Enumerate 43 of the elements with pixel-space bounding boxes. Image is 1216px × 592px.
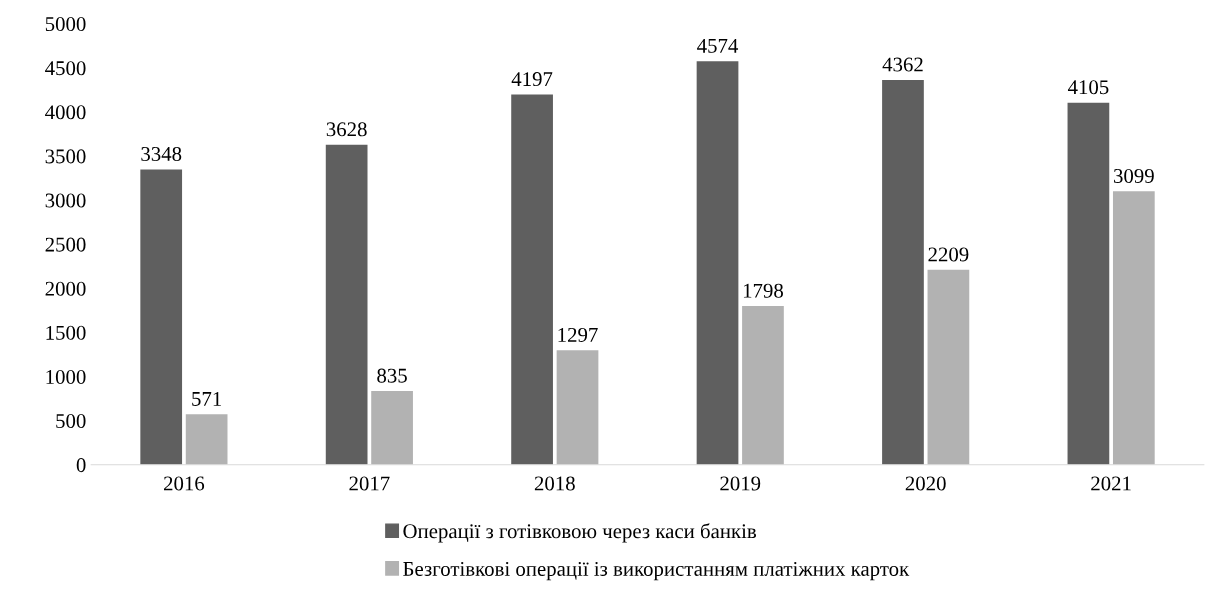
legend-label: Безготівкові операції із використанням платіжних карток bbox=[403, 561, 910, 581]
x-tick-label: 2021 bbox=[1091, 476, 1131, 491]
y-tick-label: 1000 bbox=[46, 369, 86, 384]
y-tick-label: 2500 bbox=[45, 237, 86, 252]
data-label: 1297 bbox=[558, 327, 598, 342]
legend-label: Операції з готівковою через каси банків bbox=[403, 523, 757, 543]
bar bbox=[927, 269, 970, 465]
data-label: 1798 bbox=[743, 283, 783, 298]
x-tick-label: 2020 bbox=[905, 476, 946, 491]
bar bbox=[696, 61, 739, 465]
y-tick-label: 500 bbox=[56, 413, 86, 429]
x-tick-label: 2016 bbox=[164, 476, 205, 491]
y-tick-label: 5000 bbox=[45, 17, 86, 32]
y-tick-label: 0 bbox=[76, 458, 86, 473]
y-tick-label: 3500 bbox=[45, 149, 86, 164]
y-tick-label: 4000 bbox=[45, 105, 86, 120]
bar bbox=[511, 94, 553, 465]
data-label: 835 bbox=[377, 368, 407, 383]
bar bbox=[1112, 191, 1155, 465]
bar bbox=[140, 169, 183, 465]
y-tick-label: 1500 bbox=[46, 325, 86, 340]
y-tick-label: 3000 bbox=[45, 193, 86, 208]
x-tick-label: 2017 bbox=[349, 476, 390, 491]
x-tick-label: 2018 bbox=[534, 476, 575, 491]
bar bbox=[325, 144, 368, 465]
y-tick-label: 4500 bbox=[45, 61, 86, 76]
data-label: 3628 bbox=[326, 122, 367, 137]
bar bbox=[556, 350, 599, 465]
bar bbox=[185, 414, 228, 465]
bar bbox=[742, 306, 784, 465]
data-label: 4197 bbox=[511, 72, 553, 87]
x-tick-label: 2019 bbox=[720, 476, 761, 491]
data-label: 3348 bbox=[141, 146, 182, 161]
y-tick-label: 2000 bbox=[45, 281, 86, 296]
bar bbox=[882, 79, 924, 465]
bar bbox=[1067, 102, 1110, 465]
data-label: 4362 bbox=[882, 57, 923, 72]
data-label: 571 bbox=[192, 392, 222, 406]
data-label: 2209 bbox=[928, 247, 969, 262]
data-label: 3099 bbox=[1114, 168, 1154, 183]
data-label: 4574 bbox=[697, 38, 739, 53]
bar bbox=[371, 391, 413, 465]
data-label: 4105 bbox=[1067, 80, 1109, 95]
